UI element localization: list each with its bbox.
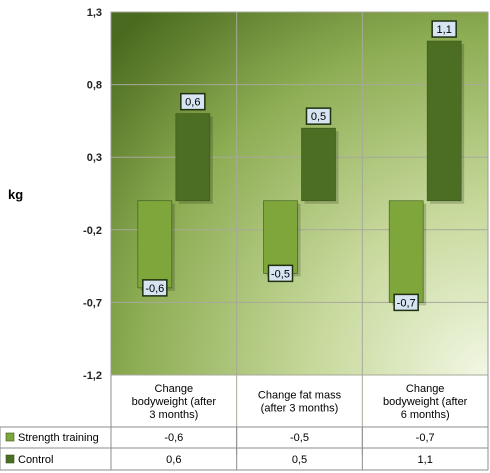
category-label: Change fat mass — [258, 390, 342, 402]
y-tick-label: 0,8 — [87, 80, 102, 92]
y-axis-label: kg — [8, 187, 23, 202]
category-label: Change — [406, 383, 445, 395]
bar — [388, 200, 424, 303]
bar — [137, 200, 173, 289]
y-tick-label: -1,2 — [83, 370, 102, 382]
data-label-box — [267, 264, 294, 283]
table-value: -0,7 — [416, 432, 435, 444]
data-label: -0,5 — [271, 268, 290, 280]
table-value: 0,6 — [166, 454, 181, 466]
data-label: -0,6 — [145, 283, 164, 295]
y-tick-label: -0,2 — [83, 225, 102, 237]
data-label: 0,5 — [311, 111, 326, 123]
bar — [301, 127, 336, 202]
legend-series-name: Control — [18, 454, 53, 466]
bars — [137, 40, 465, 306]
category-label: (after 3 months) — [261, 403, 339, 415]
y-tick-label: 1,3 — [87, 7, 102, 19]
legend-series-name: Strength training — [18, 432, 99, 444]
data-label: 0,6 — [185, 97, 200, 109]
category-label: bodyweight (after — [383, 396, 468, 408]
data-label: -0,7 — [397, 297, 416, 309]
legend-key — [5, 432, 15, 442]
bar — [175, 113, 211, 202]
data-labels: -0,6 0,6 -0,5 0,5 -0,7 1,1 — [142, 20, 457, 312]
bar — [426, 40, 462, 202]
table-value: -0,6 — [164, 432, 183, 444]
plot-area — [110, 11, 489, 376]
y-tick-label: -0,7 — [83, 297, 102, 309]
table-value: 1,1 — [418, 454, 433, 466]
data-label-box — [431, 20, 457, 38]
category-label: Change — [155, 383, 194, 395]
legend-key — [5, 454, 15, 464]
data-label: 1,1 — [437, 24, 452, 36]
category-label: 3 months) — [149, 409, 198, 421]
data-label-box — [142, 279, 168, 297]
grid-lines — [111, 11, 488, 455]
y-tick-label: 0,3 — [87, 152, 102, 164]
data-label-box — [305, 107, 332, 125]
bar — [263, 200, 298, 274]
category-label: bodyweight (after — [132, 396, 217, 408]
category-label: 6 months) — [401, 409, 450, 421]
data-label-box — [180, 92, 206, 111]
table-value: -0,5 — [290, 432, 309, 444]
table-value: 0,5 — [292, 454, 307, 466]
y-tick-labels: 1,3 0,8 0,3 -0,2 -0,7 -1,2 — [83, 7, 102, 382]
data-label-box — [393, 293, 419, 312]
